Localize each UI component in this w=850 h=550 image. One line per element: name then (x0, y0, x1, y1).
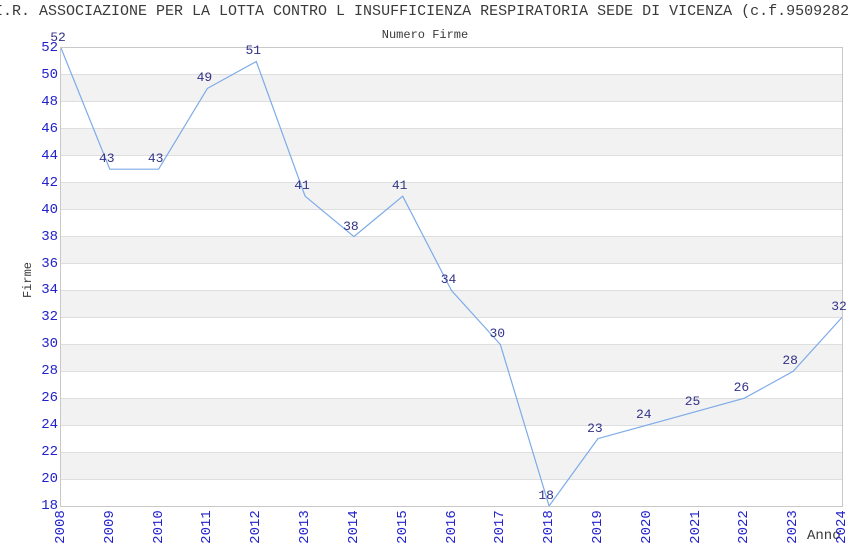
y-tick-label: 36 (41, 255, 58, 272)
y-tick-label: 32 (41, 309, 58, 326)
gridline (61, 128, 842, 130)
x-tick-label: 2024 (834, 510, 850, 544)
gridline (61, 451, 842, 453)
x-tick-label: 2012 (248, 510, 265, 544)
y-tick-label: 22 (41, 444, 58, 461)
y-tick-label: 24 (41, 417, 58, 434)
data-point-label: 34 (440, 272, 457, 288)
chart-title: I.R. ASSOCIAZIONE PER LA LOTTA CONTRO L … (0, 3, 850, 20)
gridline (61, 397, 842, 399)
y-tick-label: 40 (41, 201, 58, 218)
data-point-label: 23 (587, 420, 603, 436)
y-tick-label: 46 (41, 120, 58, 137)
x-tick-label: 2020 (638, 510, 655, 544)
data-point-label: 52 (50, 30, 66, 45)
y-tick-label: 42 (41, 174, 58, 191)
x-tick-label: 2008 (53, 510, 69, 544)
plot-area (60, 47, 843, 507)
line-series (61, 48, 842, 506)
gridline (61, 236, 842, 238)
y-tick-label: 20 (41, 471, 58, 488)
x-tick-label: 2022 (736, 510, 753, 544)
gridline (61, 101, 842, 103)
x-tick-label: 2009 (101, 510, 118, 544)
data-point-label: 43 (99, 151, 115, 167)
y-tick-label: 52 (41, 40, 58, 56)
data-point-label: 43 (147, 151, 164, 167)
data-point-label: 41 (391, 178, 408, 194)
data-point-label: 26 (733, 380, 750, 396)
data-point-label: 38 (343, 218, 359, 234)
y-tick-label: 28 (41, 363, 58, 380)
gridline (61, 74, 842, 76)
y-tick-label: 26 (41, 390, 58, 407)
x-tick-label: 2019 (589, 510, 606, 544)
x-tick-label: 2010 (150, 510, 167, 544)
gridline (61, 182, 842, 184)
data-point-label: 41 (294, 178, 310, 194)
gridline (61, 155, 842, 157)
data-point-label: 18 (538, 488, 554, 503)
x-tick-label: 2018 (541, 510, 558, 544)
x-tick-label: 2015 (394, 510, 411, 544)
gridline (61, 316, 842, 318)
data-point-label: 32 (831, 299, 847, 315)
y-tick-label: 34 (41, 282, 58, 299)
x-tick-label: 2013 (297, 510, 314, 544)
x-tick-label: 2021 (687, 510, 704, 544)
line-series-svg (61, 48, 842, 506)
data-point-label: 51 (245, 43, 262, 59)
y-tick-label: 48 (41, 93, 58, 110)
y-tick-label: 38 (41, 228, 58, 245)
data-point-label: 30 (489, 326, 506, 342)
gridline (61, 478, 842, 480)
x-tick-label: 2011 (199, 510, 216, 544)
data-point-label: 25 (684, 393, 701, 409)
y-tick-label: 18 (41, 498, 58, 514)
y-tick-label: 44 (41, 147, 58, 164)
y-tick-label: 30 (41, 336, 58, 353)
gridline (61, 370, 842, 372)
gridline (61, 209, 842, 211)
y-tick-label: 50 (41, 66, 58, 83)
data-point-label: 49 (196, 70, 213, 86)
gridline (61, 343, 842, 345)
chart-subtitle: Numero Firme (381, 28, 469, 42)
gridline (61, 263, 842, 265)
x-tick-label: 2017 (492, 510, 509, 544)
gridline (61, 424, 842, 426)
data-point-label: 24 (635, 407, 652, 423)
x-tick-label: 2023 (785, 510, 802, 544)
x-tick-label: 2014 (345, 510, 362, 544)
x-axis-title: Anno (807, 528, 841, 544)
x-tick-label: 2016 (443, 510, 460, 544)
data-point-label: 28 (782, 353, 798, 369)
